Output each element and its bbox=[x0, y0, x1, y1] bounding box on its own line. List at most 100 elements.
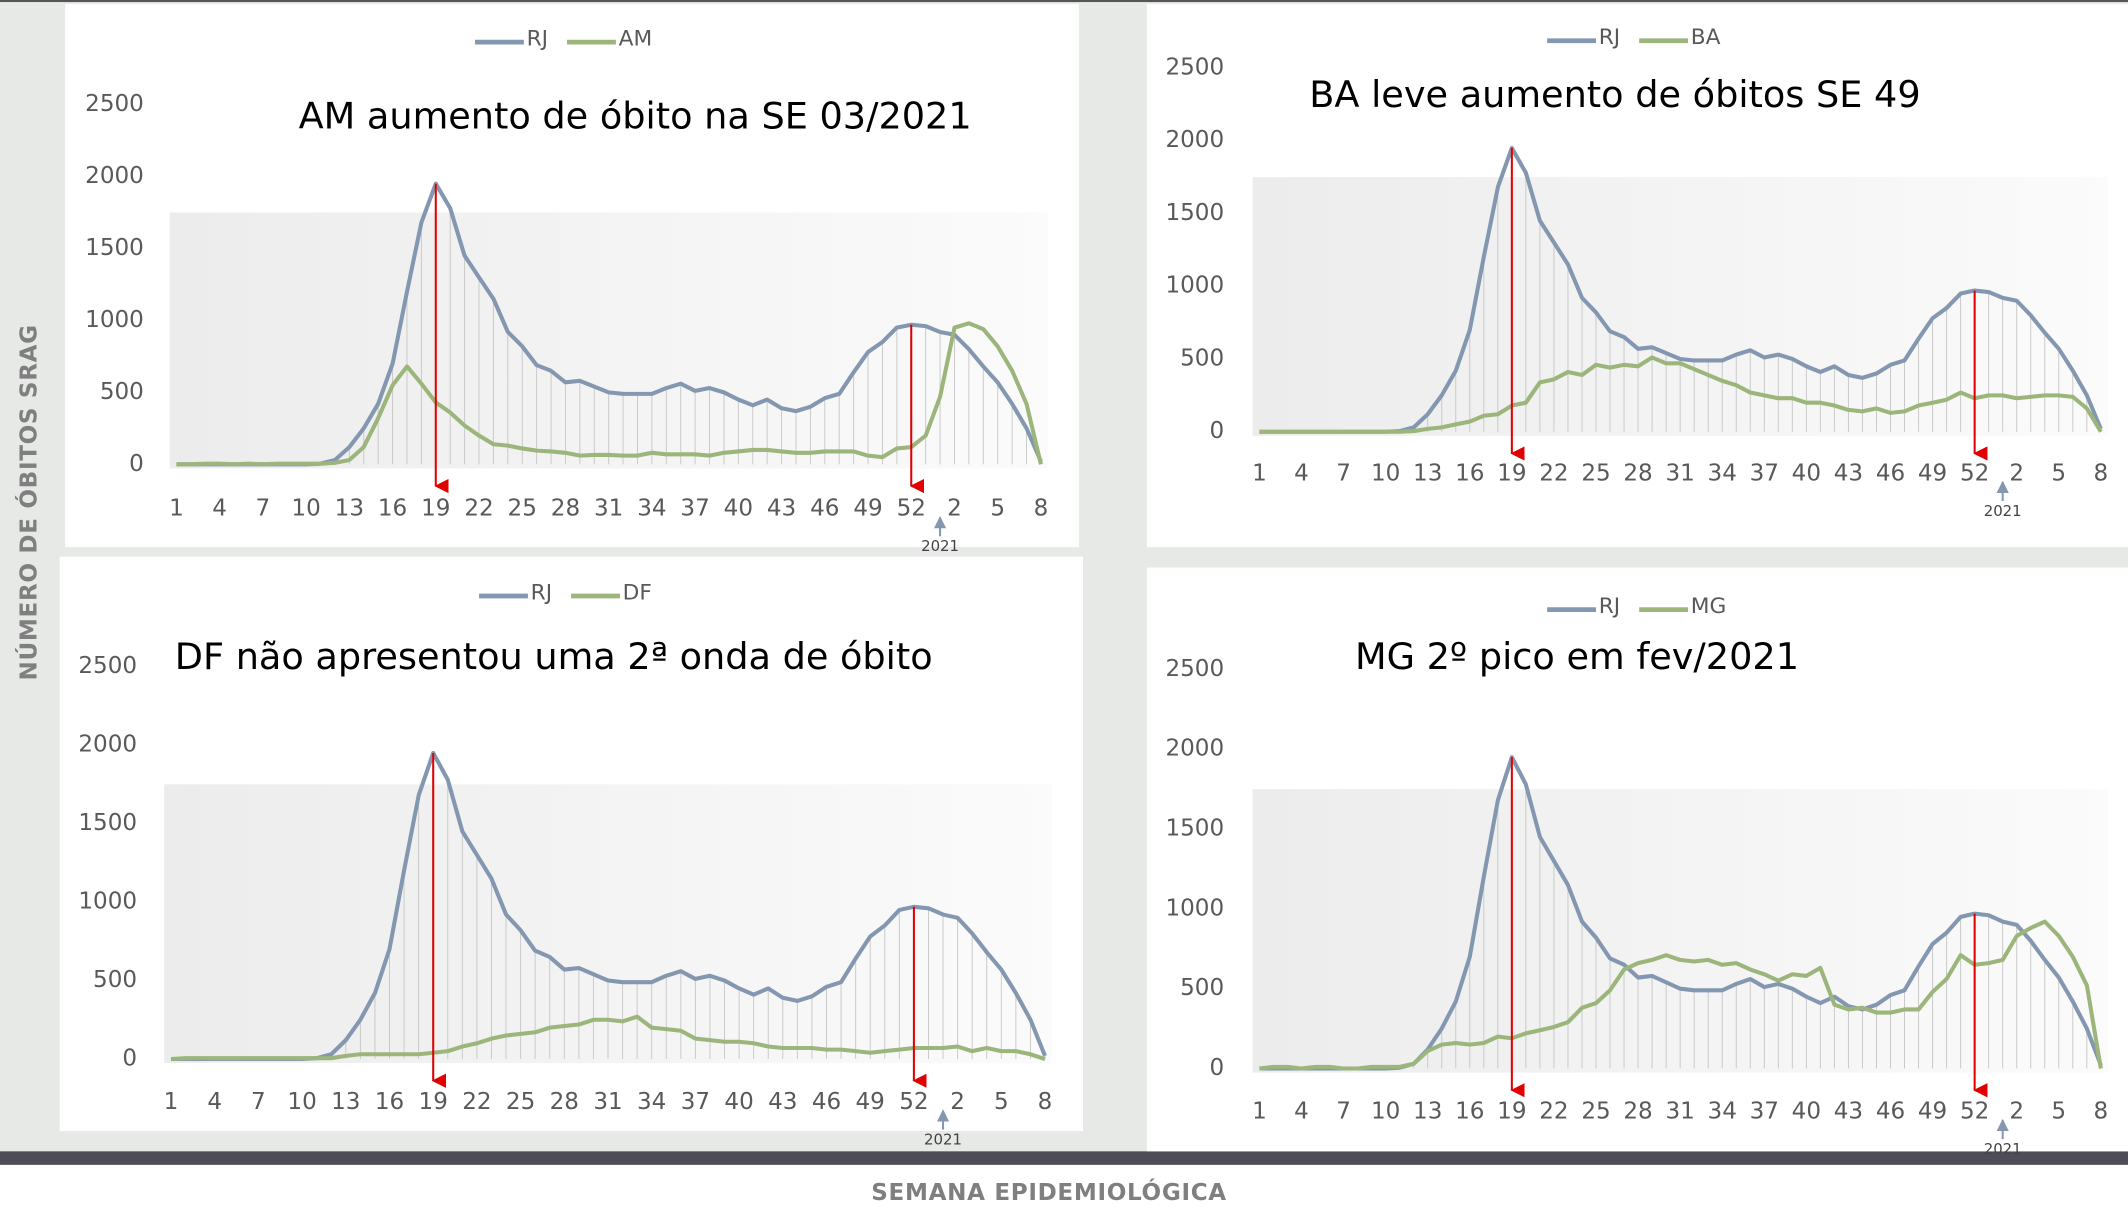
x-tick-label: 52 bbox=[897, 496, 926, 522]
x-tick-label: 46 bbox=[810, 496, 839, 522]
x-tick-label: 7 bbox=[251, 1089, 266, 1115]
x-tick-label: 52 bbox=[1960, 1098, 1989, 1124]
y-tick-label: 0 bbox=[129, 451, 144, 477]
x-tick-label: 46 bbox=[1876, 1098, 1905, 1124]
x-tick-label: 22 bbox=[1539, 1098, 1568, 1124]
x-tick-label: 46 bbox=[1876, 460, 1905, 486]
x-tick-label: 22 bbox=[1539, 460, 1568, 486]
x-tick-label: 2 bbox=[950, 1089, 965, 1115]
y-tick-label: 2000 bbox=[1165, 127, 1224, 153]
series-line bbox=[1259, 355, 2103, 434]
y-tick-label: 500 bbox=[1180, 345, 1224, 371]
x-tick-label: 5 bbox=[2051, 1098, 2066, 1124]
y-tick-label: 2500 bbox=[1165, 54, 1224, 80]
x-tick-label: 25 bbox=[1581, 1098, 1610, 1124]
x-tick-label: 34 bbox=[1708, 1098, 1737, 1124]
series-line bbox=[170, 1014, 1046, 1062]
x-tick-label: 16 bbox=[1455, 1098, 1484, 1124]
y-tick-label: 500 bbox=[93, 967, 137, 993]
legend-label: BA bbox=[1691, 25, 1721, 50]
y-tick-label: 1500 bbox=[1165, 200, 1224, 226]
x-tick-label: 8 bbox=[1034, 496, 1049, 522]
x-tick-label: 10 bbox=[1371, 1098, 1400, 1124]
y-tick-label: 500 bbox=[100, 379, 144, 405]
y-axis-label: NÚMERO DE ÓBITOS SRAG bbox=[14, 324, 42, 680]
x-tick-label: 28 bbox=[550, 1089, 579, 1115]
x-tick-label: 4 bbox=[1294, 460, 1309, 486]
bottom-bar bbox=[0, 1151, 2128, 1165]
x-tick-label: 40 bbox=[1792, 460, 1821, 486]
x-tick-label: 13 bbox=[335, 496, 364, 522]
x-tick-label: 22 bbox=[462, 1089, 491, 1115]
x-tick-label: 2 bbox=[2009, 1098, 2024, 1124]
x-tick-label: 28 bbox=[1623, 1098, 1652, 1124]
y-tick-label: 2500 bbox=[85, 91, 144, 117]
x-axis-label: SEMANA EPIDEMIOLÓGICA bbox=[871, 1178, 1227, 1206]
legend-label: RJ bbox=[1599, 594, 1620, 619]
x-tick-label: 49 bbox=[856, 1089, 885, 1115]
x-tick-label: 19 bbox=[421, 496, 450, 522]
annotation: 2021 bbox=[924, 1130, 962, 1148]
y-tick-label: 1500 bbox=[78, 810, 137, 836]
x-tick-label: 37 bbox=[681, 1089, 710, 1115]
legend-label: AM bbox=[619, 26, 653, 51]
x-tick-label: 19 bbox=[419, 1089, 448, 1115]
x-tick-label: 5 bbox=[2051, 460, 2066, 486]
x-tick-label: 22 bbox=[464, 496, 493, 522]
x-tick-label: 8 bbox=[2094, 460, 2109, 486]
x-tick-label: 13 bbox=[331, 1089, 360, 1115]
y-tick-label: 1000 bbox=[1165, 273, 1224, 299]
chart-title: AM aumento de óbito na SE 03/2021 bbox=[299, 95, 972, 138]
y-tick-label: 0 bbox=[122, 1046, 137, 1072]
chart-panel: BA leve aumento de óbitos SE 49 0 500 1000 1… bbox=[1146, 4, 2128, 548]
x-tick-label: 13 bbox=[1413, 460, 1442, 486]
x-tick-label: 8 bbox=[2094, 1098, 2109, 1124]
y-tick-label: 1500 bbox=[85, 235, 144, 261]
chart-panel: MG 2º pico em fev/2021050010001500200025… bbox=[1146, 567, 2128, 1158]
x-tick-label: 19 bbox=[1497, 460, 1526, 486]
x-tick-label: 1 bbox=[164, 1089, 179, 1115]
x-tick-label: 4 bbox=[207, 1089, 222, 1115]
y-tick-label: 2500 bbox=[1165, 656, 1224, 682]
chart-title: BA leve aumento de óbitos SE 49 bbox=[1309, 73, 1920, 116]
legend-label: DF bbox=[623, 580, 652, 605]
x-tick-label: 8 bbox=[1038, 1089, 1053, 1115]
legend-label: RJ bbox=[531, 580, 552, 605]
y-tick-label: 2000 bbox=[78, 732, 137, 758]
chart-title: DF não apresentou uma 2ª onda de óbito bbox=[175, 635, 933, 678]
x-tick-label: 4 bbox=[1294, 1098, 1309, 1124]
x-tick-label: 16 bbox=[378, 496, 407, 522]
x-tick-label: 25 bbox=[508, 496, 537, 522]
annotation: 2021 bbox=[1984, 502, 2022, 520]
legend-label: MG bbox=[1691, 594, 1727, 619]
x-tick-label: 49 bbox=[853, 496, 882, 522]
legend-label: RJ bbox=[527, 26, 548, 51]
x-tick-label: 5 bbox=[994, 1089, 1009, 1115]
x-tick-label: 1 bbox=[1252, 460, 1267, 486]
x-tick-label: 10 bbox=[291, 496, 320, 522]
x-tick-label: 4 bbox=[212, 496, 227, 522]
x-tick-label: 2 bbox=[947, 496, 962, 522]
x-tick-label: 19 bbox=[1497, 1098, 1526, 1124]
x-tick-label: 31 bbox=[593, 1089, 622, 1115]
x-tick-label: 43 bbox=[768, 1089, 797, 1115]
x-tick-label: 49 bbox=[1918, 1098, 1947, 1124]
x-tick-label: 31 bbox=[1665, 460, 1694, 486]
x-tick-label: 52 bbox=[1960, 460, 1989, 486]
x-tick-label: 49 bbox=[1918, 460, 1947, 486]
x-tick-label: 16 bbox=[375, 1089, 404, 1115]
x-tick-label: 43 bbox=[767, 496, 796, 522]
annotation: 2021 bbox=[1984, 1140, 2022, 1158]
y-tick-label: 500 bbox=[1180, 975, 1224, 1001]
x-tick-label: 34 bbox=[1708, 460, 1737, 486]
x-tick-label: 43 bbox=[1834, 460, 1863, 486]
x-tick-label: 10 bbox=[1371, 460, 1400, 486]
x-tick-label: 43 bbox=[1834, 1098, 1863, 1124]
x-tick-label: 52 bbox=[899, 1089, 928, 1115]
annotation: 2021 bbox=[921, 537, 959, 555]
x-tick-label: 34 bbox=[637, 1089, 666, 1115]
legend-label: RJ bbox=[1599, 25, 1620, 50]
y-tick-label: 1500 bbox=[1165, 816, 1224, 842]
y-tick-label: 0 bbox=[1209, 418, 1224, 444]
x-tick-label: 34 bbox=[637, 496, 666, 522]
